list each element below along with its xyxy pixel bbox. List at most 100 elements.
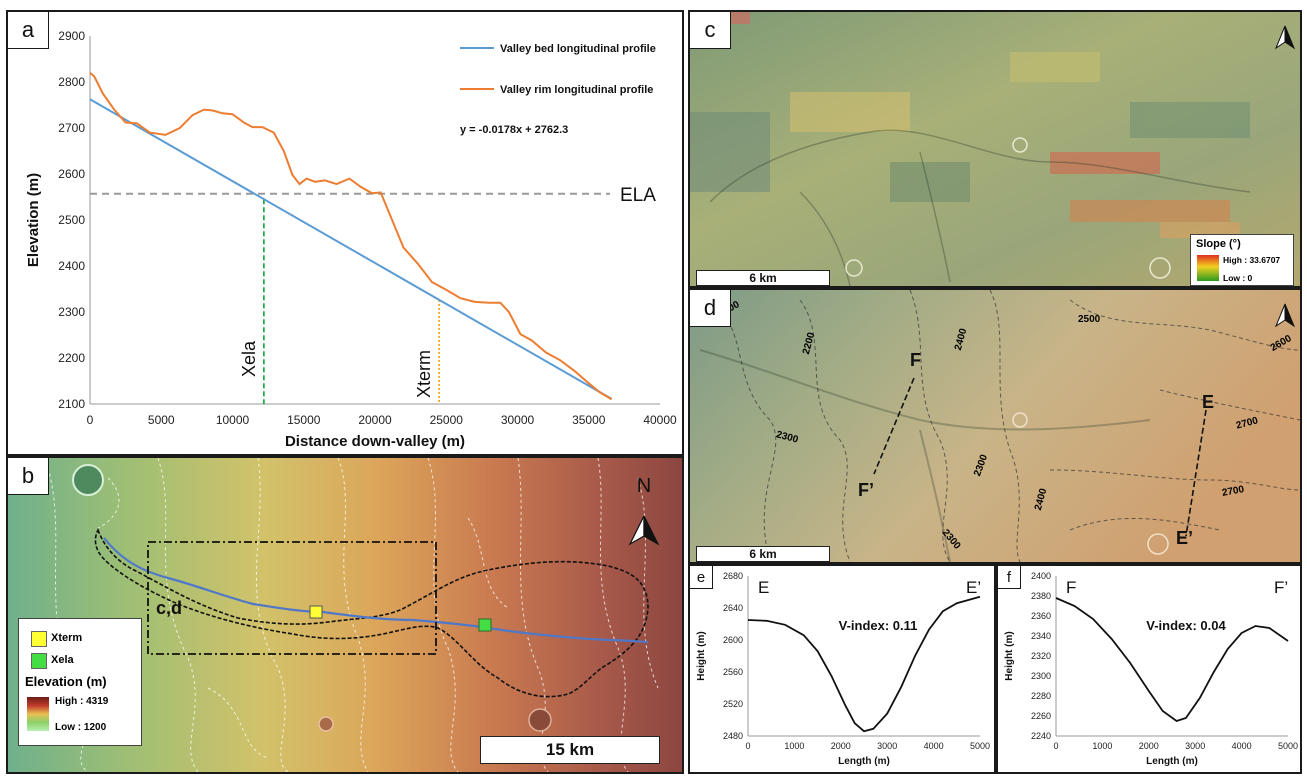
crater <box>72 464 104 496</box>
cross-profile-series <box>747 595 981 733</box>
y-tick-label: 2200 <box>58 351 85 365</box>
cross-profile-ee-chart: 0 1000 2000 3000 4000 5000 2480 2520 2560 2600 264… <box>696 571 990 767</box>
cross-profile-series <box>1055 597 1289 722</box>
y-axis-title: Elevation (m) <box>25 173 42 267</box>
crater <box>1012 412 1028 428</box>
x-tick-label: 2000 <box>831 741 851 751</box>
profile-label-e: E <box>1202 392 1215 412</box>
slope-legend-ramp <box>1197 255 1219 281</box>
profile-line-ee <box>1185 409 1207 537</box>
crater <box>1147 533 1169 555</box>
north-label: N <box>637 475 651 497</box>
x-tick-label: 0 <box>87 413 94 427</box>
north-arrow-icon <box>628 515 660 546</box>
scale-bar-b: 15 km <box>480 736 660 764</box>
crater <box>845 259 863 277</box>
x-tick-label: 3000 <box>1185 741 1205 751</box>
x-tick-label: 1000 <box>1092 741 1112 751</box>
valley-channels <box>709 129 1251 286</box>
y-tick-label: 2300 <box>58 305 85 319</box>
y-tick-label: 2700 <box>58 121 85 135</box>
y-tick-label: 2400 <box>1031 571 1051 581</box>
profile-start-label: F <box>1066 578 1076 597</box>
slope-legend-high: High : 33.6707 <box>1223 255 1281 265</box>
y-axis-title: Height (m) <box>1004 631 1015 680</box>
valley-rim-series <box>89 72 613 401</box>
profile-label-e-prime: E’ <box>1176 528 1194 548</box>
legend-rim-label: Valley rim longitudinal profile <box>500 84 653 96</box>
legend-high-label: High : 4319 <box>55 696 109 707</box>
scale-bar-d: 6 km <box>696 546 830 562</box>
panel-b: N b c,d Xterm Xela Elevation (m) High : … <box>6 456 684 774</box>
crater <box>528 708 552 732</box>
y-tick-label: 2600 <box>723 635 743 645</box>
profile-label-f: F <box>910 350 921 370</box>
contour-label: 2500 <box>1078 314 1101 325</box>
scale-bar-c: 6 km <box>696 270 830 286</box>
profile-end-label: E’ <box>966 578 981 597</box>
y-tick-label: 2680 <box>723 571 743 581</box>
y-tick-label: 2260 <box>1031 711 1051 721</box>
panel-label-c: c <box>690 12 731 49</box>
crater <box>1149 257 1171 279</box>
y-tick-label: 2800 <box>58 75 85 89</box>
y-tick-label: 2400 <box>58 259 85 273</box>
glacial-valley-outline <box>94 528 649 698</box>
panel-c: c 6 km Slope (°) High : 33.6707 Low : 0 <box>688 10 1302 288</box>
y-tick-label: 2900 <box>58 29 85 43</box>
x-tick-label: 15000 <box>287 413 321 427</box>
x-tick-label: 1000 <box>784 741 804 751</box>
y-tick-label: 2520 <box>723 699 743 709</box>
x-tick-label: 25000 <box>430 413 464 427</box>
slope-patches <box>690 12 1250 238</box>
xela-label: Xela <box>239 340 259 377</box>
profile-line-ff <box>873 377 915 475</box>
y-tick-label: 2340 <box>1031 631 1051 641</box>
x-tick-label: 5000 <box>970 741 990 751</box>
x-tick-label: 5000 <box>148 413 175 427</box>
xterm-label: Xterm <box>414 350 434 398</box>
panel-f: f 0 1000 2000 3000 4000 5000 2240 2260 2280 2300 2… <box>996 564 1302 774</box>
x-tick-label: 4000 <box>924 741 944 751</box>
map-b-legend: Xterm Xela Elevation (m) High : 4319 Low… <box>18 618 142 746</box>
y-tick-label: 2300 <box>1031 671 1051 681</box>
x-tick-label: 5000 <box>1278 741 1298 751</box>
xela-marker <box>478 618 492 632</box>
x-tick-label: 0 <box>745 741 750 751</box>
profile-label-f-prime: F’ <box>858 480 874 500</box>
panel-label-f: f <box>998 566 1021 589</box>
map-d-background <box>690 290 1300 562</box>
x-tick-label: 10000 <box>216 413 250 427</box>
y-tick-label: 2380 <box>1031 591 1051 601</box>
y-tick-label: 2280 <box>1031 691 1051 701</box>
map-c-legend: Slope (°) High : 33.6707 Low : 0 <box>1190 234 1294 286</box>
y-tick-label: 2360 <box>1031 611 1051 621</box>
y-tick-label: 2500 <box>58 213 85 227</box>
regression-equation: y = -0.0178x + 2762.3 <box>460 124 568 136</box>
panel-label-a: a <box>8 12 49 49</box>
contour-map <box>690 290 1300 562</box>
legend-elevation-title: Elevation (m) <box>25 674 107 689</box>
y-tick-label: 2100 <box>58 397 85 411</box>
slope-legend-low: Low : 0 <box>1223 273 1253 283</box>
crater <box>318 716 334 732</box>
elevation-profile-chart: 0 5000 10000 15000 20000 25000 30000 35000 40000… <box>25 29 677 450</box>
panel-e: e 0 1000 2000 3000 4000 5000 2480 2520 2560 2600 2… <box>688 564 996 774</box>
legend-bed-label: Valley bed longitudinal profile <box>500 43 656 55</box>
x-tick-label: 2000 <box>1139 741 1159 751</box>
x-tick-label: 0 <box>1053 741 1058 751</box>
x-tick-label: 40000 <box>643 413 677 427</box>
contour-lines <box>709 290 1300 562</box>
panel-d: d F F’ E E’ 2100 2200 2400 2500 2600 270… <box>688 288 1302 564</box>
y-tick-label: 2240 <box>1031 731 1051 741</box>
x-tick-label: 35000 <box>572 413 606 427</box>
legend-xterm-swatch <box>31 631 47 647</box>
profile-end-label: F’ <box>1274 578 1288 597</box>
y-tick-label: 2560 <box>723 667 743 677</box>
y-tick-label: 2480 <box>723 731 743 741</box>
x-tick-label: 3000 <box>877 741 897 751</box>
cross-profile-ff-chart: 0 1000 2000 3000 4000 5000 2240 2260 2280 2300 232… <box>1004 571 1298 767</box>
y-axis-title: Height (m) <box>696 631 707 680</box>
valley-bed-series <box>89 98 613 400</box>
valley-bed-line <box>103 537 649 644</box>
